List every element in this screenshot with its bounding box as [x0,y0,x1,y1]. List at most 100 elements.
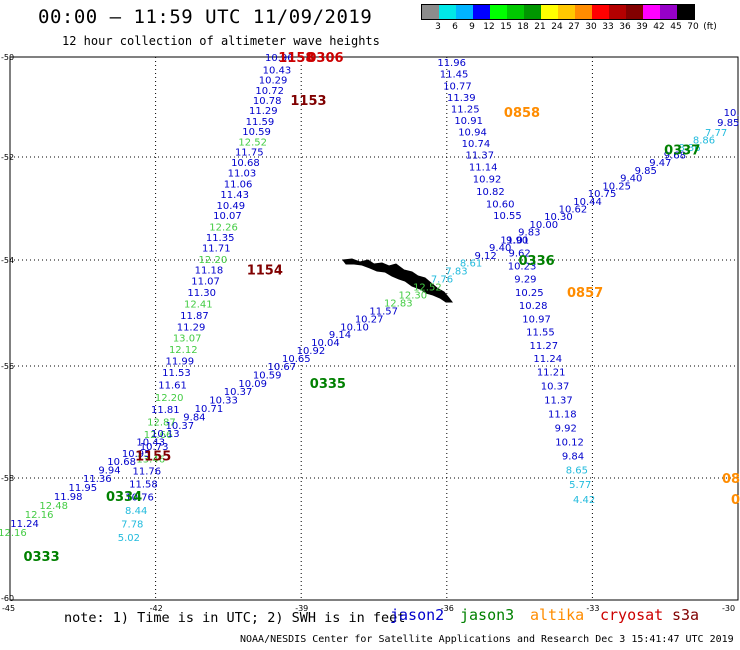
wave-height-value: 10.82 [476,187,505,198]
wave-height-value: 11.03 [228,168,257,179]
wave-height-value: 11.71 [202,244,231,255]
legend-swatch [626,5,643,19]
legend-swatch [473,5,490,19]
map-title: 00:00 – 11:59 UTC 11/09/2019 [38,6,373,28]
swh-values: 10.9610.4310.2910.7210.7811.2911.5910.59… [0,53,740,544]
wave-height-value: 11.35 [206,233,235,244]
wave-height-value: 11.06 [224,179,253,190]
wave-height-value: 11.95 [68,483,97,494]
wave-height-value: 10.37 [166,421,195,432]
legend-swatch [677,5,694,19]
wave-height-value: 11.75 [235,148,264,159]
note-text: note: 1) Time is in UTC; 2) SWH is in fe… [64,610,406,626]
latitude-label: -56 [1,362,14,371]
wave-height-value: 7.78 [121,520,143,531]
wave-height-value: 10.44 [573,197,602,208]
legend-label: 3 [435,22,441,32]
wave-height-value: 10.37 [224,387,253,398]
wave-height-value: 11.87 [180,311,209,322]
legend-label: 18 [517,22,529,32]
wave-height-value: 11.58 [129,479,158,490]
legend-swatch [660,5,677,19]
latitude-label: -54 [1,256,14,265]
legend-label: 70 [687,22,699,32]
wave-height-value: 10.74 [462,139,491,150]
wave-height-value: 11.24 [10,519,39,530]
wave-height-value: 7.76 [431,275,453,286]
satellite-key-jason3: jason3 [460,606,515,624]
wave-height-value: 9.84 [562,452,584,463]
wave-height-value: 11.25 [451,105,480,116]
wave-height-value: 13.46 [136,454,165,465]
pass-time-label: 1154 [247,264,283,279]
legend-swatch [439,5,456,19]
longitude-label: -30 [722,604,735,613]
wave-height-value: 10.04 [311,338,340,349]
wave-height-value: 11.18 [548,410,577,421]
wave-height-value: 10.62 [559,205,588,216]
wave-height-value: 11.99 [166,357,195,368]
wave-height-value: 12.52 [413,283,442,294]
wave-height-value: 10.23 [508,261,537,272]
legend-label: 12 [483,22,495,32]
legend-swatch [490,5,507,19]
wave-height-value: 12.66 [144,430,173,441]
longitude-label: -36 [441,604,454,613]
wave-height-value: 13.07 [173,333,202,344]
latitude-label: -50 [1,53,14,62]
wave-height-value: 10.73 [140,442,169,453]
legend-label: 39 [636,22,648,32]
pass-time-label: 0306 [307,51,343,66]
longitude-label: -39 [295,604,308,613]
wave-height-value: 10.59 [242,127,271,138]
axis-labels: -50 -52 -54 -56 -58 -60-45 -42 -39 -36 -33 -30 [1,53,735,613]
pass-time-label: 0335 [310,377,346,392]
wave-height-value: 10.95 [122,449,151,460]
wave-height-value: 9.68 [664,151,686,162]
wave-height-value: 10.78 [253,96,282,107]
wave-height-value: 10.71 [195,404,224,415]
latitude-label: -58 [1,474,14,483]
wave-height-value: 10.68 [231,158,260,169]
footer-credit: NOAA/NESDIS Center for Satellite Applica… [240,634,734,645]
wave-height-value: 11.07 [191,277,220,288]
wave-height-value: 10.72 [255,86,284,97]
wave-height-value: 11.81 [151,405,180,416]
pass-time-label: 1155 [135,450,171,465]
wave-height-value: 12.48 [39,501,68,512]
legend-label: 24 [551,22,563,32]
wave-height-value: 10.12 [555,438,584,449]
map-subtitle: 12 hour collection of altimeter wave hei… [62,34,380,48]
wave-height-value: 10.77 [443,82,472,93]
wave-height-value: 11.21 [537,368,566,379]
wave-height-value: 11.37 [465,151,494,162]
wave-height-value: 12.16 [25,510,54,521]
wave-height-value: 10.65 [282,354,311,365]
wave-height-value: 9.85 [717,118,739,129]
pass-time-label: 1158 [278,51,314,66]
latitude-label: -52 [1,153,14,162]
longitude-label: -42 [150,604,163,613]
wave-height-value: 12.20 [199,255,228,266]
wave-height-value: 10.76 [125,493,154,504]
wave-height-value: 9.84 [183,412,205,423]
legend-swatch [609,5,626,19]
legend-swatch [643,5,660,19]
legend-swatches [421,4,695,20]
wave-height-value: 10.92 [473,175,502,186]
wave-height-value: 11.29 [249,106,278,117]
wave-height-value: 5.77 [569,480,591,491]
wave-height-value: 10.10 [340,322,369,333]
legend-swatch [456,5,473,19]
pass-time-label: 0333 [23,550,59,565]
wave-height-value: 10.09 [238,379,267,390]
legend-label: 9 [469,22,475,32]
wave-height-value: 4.42 [573,495,595,506]
legend-labels: 3 6 9 12 15 18 21 24 27 30 33 36 39 42 45 70 (ft) [421,20,717,34]
wave-height-value: 10.27 [355,314,384,325]
wave-height-value: 9.62 [508,248,530,259]
legend-label: 45 [670,22,682,32]
wave-height-value: 10.60 [486,199,515,210]
wave-height-value: 11.01 [500,235,529,246]
